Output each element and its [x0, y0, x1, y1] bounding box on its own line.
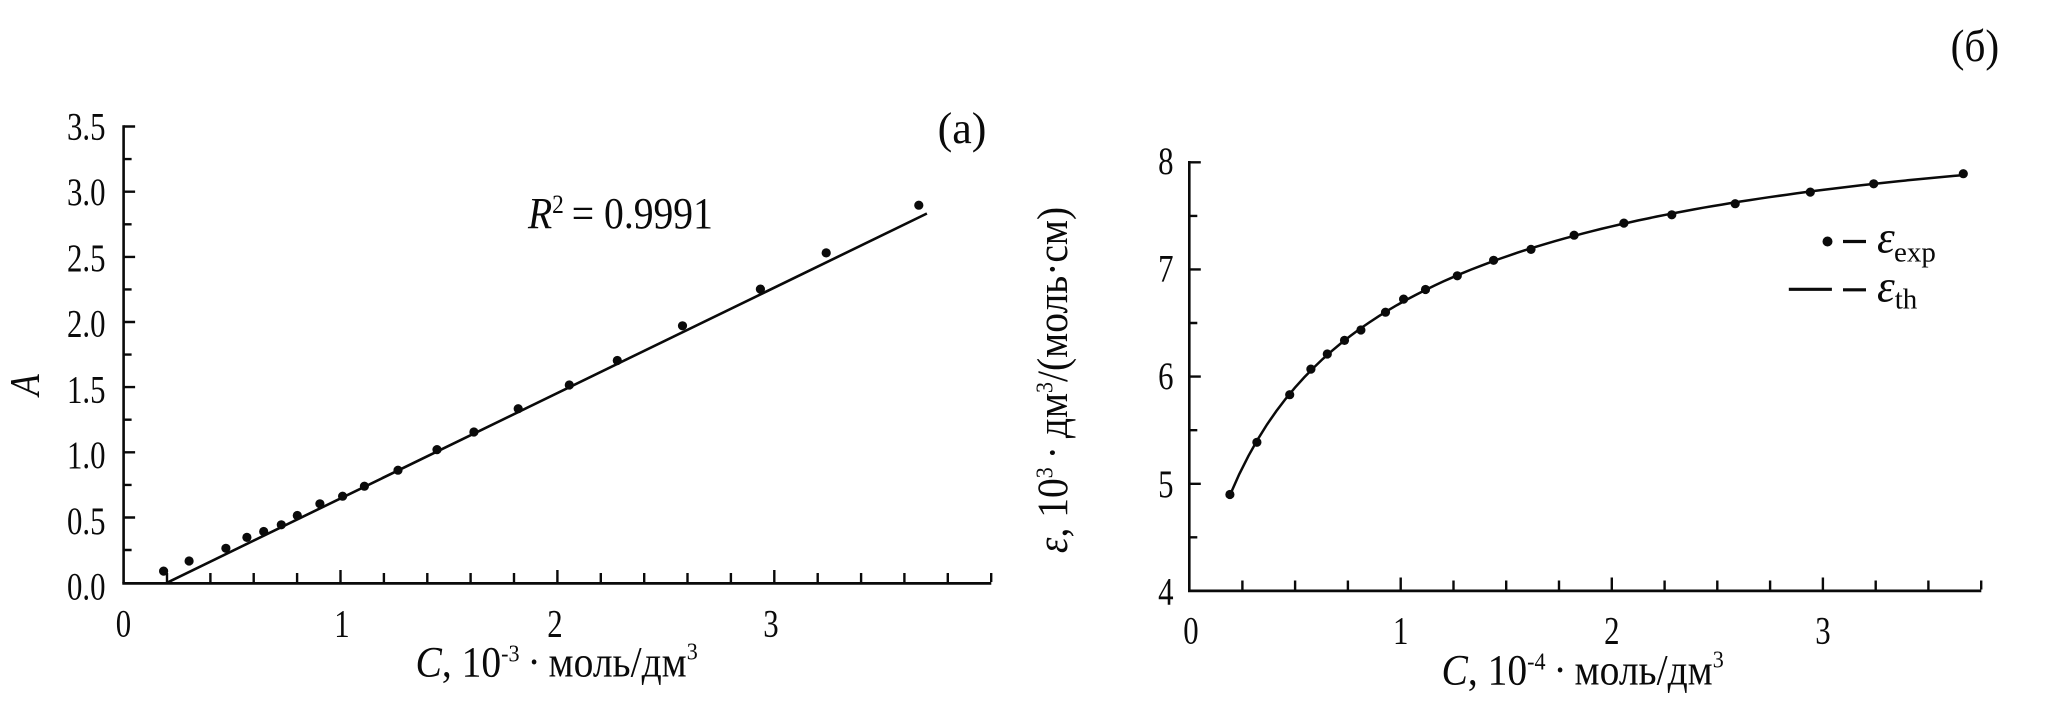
svg-text:3: 3 — [1815, 608, 1830, 653]
svg-text:0.5: 0.5 — [67, 498, 106, 543]
svg-text:2: 2 — [547, 601, 562, 646]
svg-text:1.5: 1.5 — [67, 367, 106, 412]
svg-text:ε: ε — [1877, 213, 1895, 263]
svg-text:8: 8 — [1158, 138, 1173, 183]
svg-text:0.0: 0.0 — [67, 564, 106, 609]
svg-text:4: 4 — [1158, 569, 1174, 614]
svg-text:5: 5 — [1158, 461, 1173, 506]
svg-text:0: 0 — [1183, 608, 1198, 653]
svg-text:7: 7 — [1158, 246, 1173, 291]
svg-text:3.0: 3.0 — [67, 170, 106, 215]
svg-text:th: th — [1895, 284, 1918, 316]
svg-text:6: 6 — [1158, 354, 1173, 399]
svg-text:2: 2 — [1604, 608, 1619, 653]
svg-text:R2 = 0.9991: R2 = 0.9991 — [527, 190, 713, 238]
svg-text:exp: exp — [1894, 237, 1936, 269]
svg-text:2.0: 2.0 — [67, 301, 106, 346]
svg-text:ε, 103 · дм3/(моль·см): ε, 103 · дм3/(моль·см) — [1028, 207, 1077, 553]
svg-text:1.0: 1.0 — [67, 433, 106, 478]
svg-text:3.5: 3.5 — [67, 104, 106, 149]
svg-text:2.5: 2.5 — [67, 235, 106, 280]
svg-text:(б): (б) — [1951, 21, 2000, 71]
svg-text:(a): (a) — [938, 104, 987, 153]
svg-text:C, 10-3 · моль/дм3: C, 10-3 · моль/дм3 — [415, 638, 697, 686]
svg-text:0: 0 — [116, 601, 131, 646]
svg-text:A: A — [2, 374, 49, 399]
svg-text:3: 3 — [763, 601, 778, 646]
svg-text:1: 1 — [334, 601, 349, 646]
svg-text:ε: ε — [1877, 261, 1895, 311]
svg-text:1: 1 — [1393, 608, 1408, 653]
svg-text:C, 10-4 · моль/дм3: C, 10-4 · моль/дм3 — [1441, 646, 1723, 694]
